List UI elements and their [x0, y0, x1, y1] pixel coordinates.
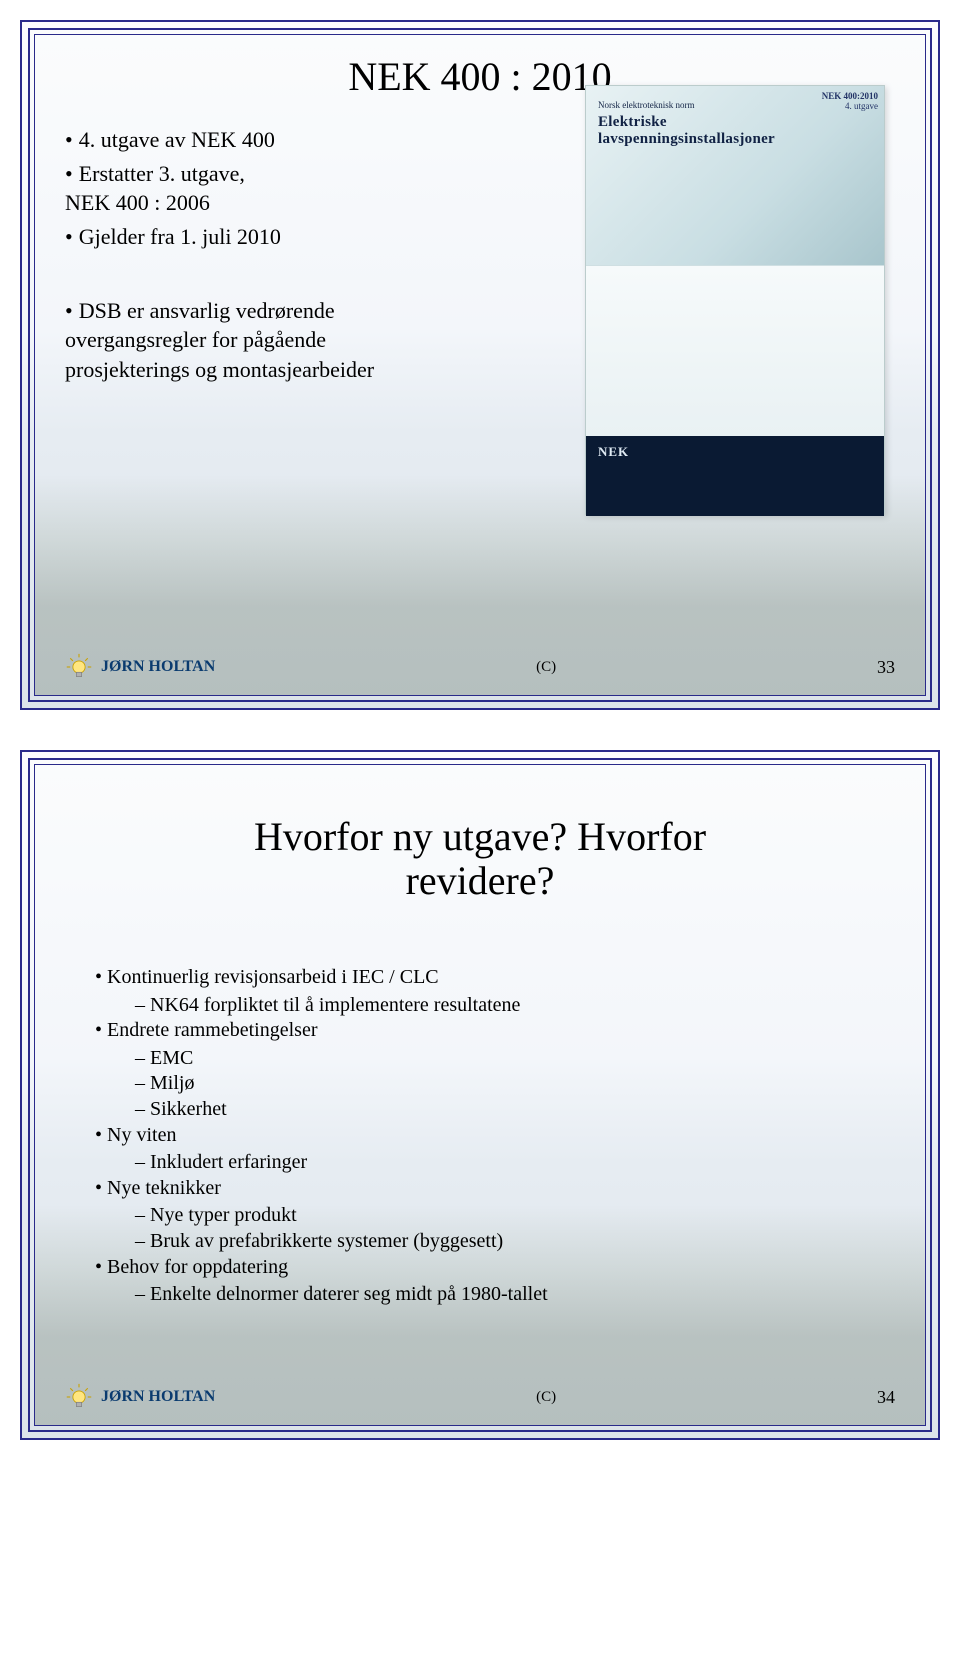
slide-border-mid: NEK 400 : 2010 4. utgave av NEK 400 Erst… [28, 28, 932, 702]
slide-footer: JØRN HOLTAN (C) 34 [65, 1383, 895, 1411]
sub-bullet: EMC [135, 1046, 875, 1072]
book-norm-label: Norsk elektroteknisk norm [598, 100, 775, 110]
slide-33: NEK 400 : 2010 4. utgave av NEK 400 Erst… [20, 20, 940, 710]
sub-bullet: Bruk av prefabrikkerte systemer (byggese… [135, 1229, 875, 1255]
bullet: DSB er ansvarlig vedrørende [65, 296, 505, 326]
bullet: Endrete rammebetingelser [95, 1018, 875, 1044]
footer-copyright: (C) [215, 659, 877, 676]
slide-title: Hvorfor ny utgave? Hvorfor revidere? [35, 765, 925, 903]
book-logo: NEK [598, 444, 872, 460]
bullet-group-b: DSB er ansvarlig vedrørende overgangsreg… [65, 296, 505, 385]
sub-bullet: Miljø [135, 1071, 875, 1097]
sub-bullet-list: Enkelte delnormer daterer seg midt på 19… [135, 1282, 875, 1308]
footer-author: JØRN HOLTAN [101, 658, 215, 676]
book-corner-label: NEK 400:2010 4. utgave [822, 92, 878, 112]
bullet: 4. utgave av NEK 400 [65, 125, 505, 155]
book-title-line1: Elektriske [598, 114, 775, 131]
sub-bullet: Sikkerhet [135, 1097, 875, 1123]
bullet: Kontinuerlig revisjonsarbeid i IEC / CLC [95, 965, 875, 991]
sub-bullet: Inkludert erfaringer [135, 1150, 875, 1176]
book-corner-line2: 4. utgave [822, 102, 878, 112]
bullet: Erstatter 3. utgave, [65, 159, 505, 189]
sub-bullet-list: NK64 forpliktet til å implementere resul… [135, 993, 875, 1019]
footer-page-number: 33 [877, 657, 895, 678]
book-title-block: Norsk elektroteknisk norm Elektriske lav… [598, 100, 775, 149]
sub-bullet-list: Nye typer produktBruk av prefabrikkerte … [135, 1203, 875, 1254]
book-title-line2: lavspenningsinstallasjoner [598, 131, 775, 148]
slide-border-inner: Hvorfor ny utgave? Hvorfor revidere? Kon… [34, 764, 926, 1426]
book-cover-top: NEK 400:2010 4. utgave Norsk elektrotekn… [586, 86, 884, 266]
slide-34: Hvorfor ny utgave? Hvorfor revidere? Kon… [20, 750, 940, 1440]
sub-bullet: Enkelte delnormer daterer seg midt på 19… [135, 1282, 875, 1308]
sub-bullet-list: Inkludert erfaringer [135, 1150, 875, 1176]
slide-border-mid: Hvorfor ny utgave? Hvorfor revidere? Kon… [28, 758, 932, 1432]
bullet: prosjekterings og montasjearbeider [65, 355, 505, 385]
bullet-list: Kontinuerlig revisjonsarbeid i IEC / CLC… [95, 965, 875, 1308]
slide-body-left: 4. utgave av NEK 400 Erstatter 3. utgave… [65, 125, 505, 389]
title-line1: Hvorfor ny utgave? Hvorfor [35, 815, 925, 859]
footer-page-number: 34 [877, 1387, 895, 1408]
sub-bullet: Nye typer produkt [135, 1203, 875, 1229]
title-line2: revidere? [35, 859, 925, 903]
sub-bullet-list: EMCMiljøSikkerhet [135, 1046, 875, 1123]
bullet-group-a: 4. utgave av NEK 400 Erstatter 3. utgave… [65, 125, 505, 252]
book-cover-thumbnail: NEK 400:2010 4. utgave Norsk elektrotekn… [585, 85, 885, 515]
bullet: Nye teknikker [95, 1176, 875, 1202]
bullet: Ny viten [95, 1123, 875, 1149]
slide-border-inner: NEK 400 : 2010 4. utgave av NEK 400 Erst… [34, 34, 926, 696]
bullet: overgangsregler for pågående [65, 325, 505, 355]
slide-footer: JØRN HOLTAN (C) 33 [65, 653, 895, 681]
lightbulb-icon [65, 653, 93, 681]
bullet: NEK 400 : 2006 [65, 188, 505, 218]
footer-author: JØRN HOLTAN [101, 1388, 215, 1406]
footer-copyright: (C) [215, 1389, 877, 1406]
lightbulb-icon [65, 1383, 93, 1411]
book-cover-bottom: NEK [586, 436, 884, 516]
book-cover-illustration [586, 266, 884, 436]
bullet: Gjelder fra 1. juli 2010 [65, 222, 505, 252]
sub-bullet: NK64 forpliktet til å implementere resul… [135, 993, 875, 1019]
bullet: Behov for oppdatering [95, 1255, 875, 1281]
slide-body: Kontinuerlig revisjonsarbeid i IEC / CLC… [95, 965, 875, 1308]
